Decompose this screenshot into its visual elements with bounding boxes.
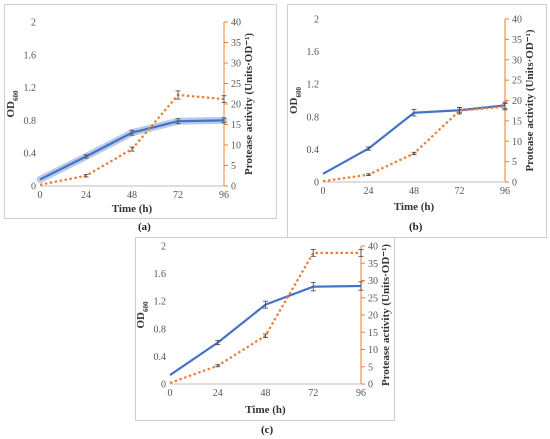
y-right-tick-label-a: 5: [231, 161, 236, 172]
y-left-tick-label-b: 0: [314, 178, 319, 189]
y-left-axis-title-sub-a: 600: [12, 90, 20, 101]
x-axis-title-c: Time (h): [245, 404, 286, 416]
panel-a-frame: [4, 4, 277, 219]
y-right-tick-label-b: 0: [512, 178, 517, 189]
y-left-tick-label-b: 0.8: [307, 112, 320, 123]
y-left-tick-label-a: 0.4: [24, 149, 37, 160]
x-tick-label-a: 96: [219, 190, 229, 201]
y-left-tick-label-b: 1.6: [307, 47, 320, 58]
y-left-tick-label-c: 0: [161, 380, 166, 391]
y-left-tick-label-a: 0: [31, 182, 36, 193]
y-left-axis-title-main-b: OD: [288, 97, 300, 114]
y-left-tick-label-c: 1.2: [154, 297, 167, 308]
x-tick-label-c: 0: [168, 388, 173, 399]
y-right-tick-label-a: 35: [231, 38, 241, 49]
y-left-tick-label-a: 1.6: [24, 50, 37, 61]
y-right-tick-label-a: 25: [231, 79, 241, 90]
y-right-tick-label-b: 15: [512, 116, 522, 127]
y-right-tick-label-b: 35: [512, 35, 522, 46]
y-left-tick-label-c: 0.4: [154, 352, 167, 363]
y-right-tick-label-a: 15: [231, 120, 241, 131]
y-left-tick-label-c: 2: [161, 242, 166, 253]
y-left-tick-label-a: 1.2: [24, 83, 37, 94]
y-right-axis-title-a: Protease activity (Units·OD⁻¹): [243, 33, 255, 175]
y-left-axis-title-c: OD600: [135, 301, 150, 329]
y-left-axis-title-a: OD600: [5, 90, 20, 118]
y-left-tick-label-b: 0.4: [307, 145, 320, 156]
panel-b-frame: [287, 4, 547, 238]
x-tick-label-b: 0: [321, 186, 326, 197]
x-tick-label-b: 48: [409, 186, 419, 197]
x-tick-label-c: 48: [261, 388, 271, 399]
y-left-axis-title-sub-b: 600: [295, 87, 303, 98]
x-axis-title-a: Time (h): [112, 203, 153, 215]
x-tick-label-c: 72: [308, 388, 318, 399]
y-left-tick-label-a: 2: [31, 18, 36, 29]
x-tick-label-a: 48: [127, 190, 137, 201]
y-right-tick-label-c: 5: [368, 362, 373, 373]
y-left-tick-label-b: 2: [314, 15, 319, 26]
y-left-tick-label-c: 0.8: [154, 324, 167, 335]
x-axis-title-b: Time (h): [394, 201, 435, 213]
y-right-tick-label-c: 0: [368, 380, 373, 391]
panel-c-frame: [135, 237, 395, 421]
panel-label-a: (a): [138, 221, 151, 233]
x-tick-label-b: 24: [364, 186, 374, 197]
y-right-tick-label-a: 30: [231, 59, 241, 70]
y-right-tick-label-a: 40: [231, 18, 241, 29]
y-right-tick-label-b: 40: [512, 15, 522, 26]
y-right-tick-label-a: 20: [231, 100, 241, 111]
y-left-tick-label-a: 0.8: [24, 116, 37, 127]
y-left-axis-title-main-a: OD: [5, 101, 17, 118]
y-right-tick-label-c: 25: [368, 293, 378, 304]
y-right-tick-label-b: 30: [512, 55, 522, 66]
y-right-tick-label-b: 10: [512, 137, 522, 148]
panel-label-b: (b): [409, 221, 423, 233]
y-left-axis-title-b: OD600: [288, 87, 303, 115]
y-right-tick-label-c: 10: [368, 345, 378, 356]
panel-label-c: (c): [261, 424, 274, 436]
y-right-tick-label-a: 0: [231, 182, 236, 193]
y-right-tick-label-b: 25: [512, 76, 522, 87]
y-left-tick-label-b: 1.2: [307, 80, 320, 91]
x-tick-label-b: 96: [500, 186, 510, 197]
x-tick-label-a: 24: [81, 190, 91, 201]
y-right-tick-label-c: 40: [368, 242, 378, 253]
y-right-tick-label-c: 30: [368, 276, 378, 287]
y-left-axis-title-sub-c: 600: [142, 301, 150, 312]
x-tick-label-c: 24: [213, 388, 223, 399]
y-right-tick-label-b: 20: [512, 96, 522, 107]
y-right-axis-title-b: Protease activity (Units·OD⁻¹): [524, 29, 536, 171]
y-right-tick-label-c: 15: [368, 328, 378, 339]
y-left-tick-label-c: 1.6: [154, 269, 167, 280]
x-tick-label-a: 0: [38, 190, 43, 201]
x-tick-label-b: 72: [455, 186, 465, 197]
series-line-od600-c: [169, 284, 362, 376]
y-left-axis-title-main-c: OD: [135, 312, 147, 329]
series-line-protease-c: [169, 251, 361, 384]
y-right-tick-label-b: 5: [512, 157, 517, 168]
y-right-tick-label-a: 10: [231, 141, 241, 152]
x-tick-label-c: 96: [356, 388, 366, 399]
x-tick-label-a: 72: [173, 190, 183, 201]
y-right-axis-title-c: Protease activity (Units·OD⁻¹): [380, 244, 392, 386]
y-right-tick-label-c: 20: [368, 311, 378, 322]
y-right-tick-label-c: 35: [368, 259, 378, 270]
